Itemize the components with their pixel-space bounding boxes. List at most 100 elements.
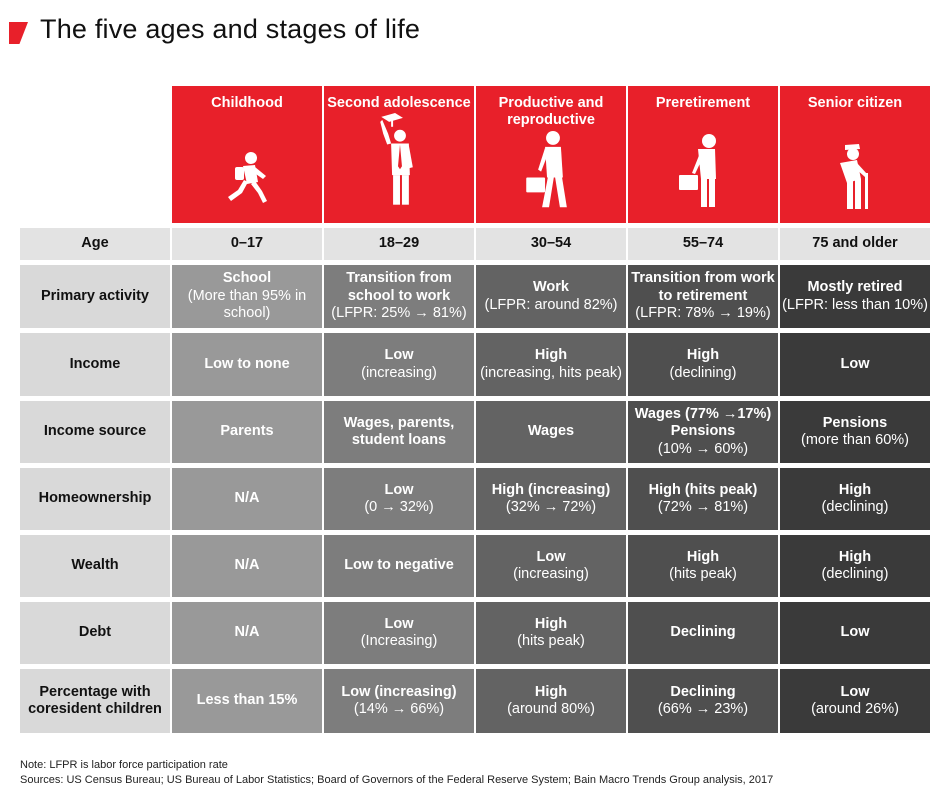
cell-sub-text: (32% → 72%) [505,499,597,515]
cell-sub-text: (declining) [669,364,737,381]
table-cell: Declining [626,602,778,664]
cell-sub-text: (hits peak) [517,633,585,649]
cell-main-text: N/A [234,557,260,574]
cell-sub-text: (LFPR: 78% → 19%) [635,305,771,322]
graduate-icon [380,113,413,206]
cell-main-text: Low [536,548,566,565]
table-cell: Less than 15% [170,669,322,733]
cell-sub-text: (declining) [821,499,889,515]
cell-sub-text: (more than 60%) [801,432,909,448]
cell-sub-text: (LFPR: less than 10%) [782,296,928,313]
cell-sub-text: (hits peak) [669,566,737,582]
cell-main-text: High (hits peak) [648,481,758,498]
cell-main-text: Transition from school to work [346,270,452,304]
row-label: Homeownership [20,468,170,530]
cell-main-text: High [838,548,872,565]
table-cell: Low (around 26%) [778,669,930,733]
cell-sub-text: (declining) [821,566,889,582]
table-cell: High (increasing) (32% → 72%) [474,468,626,530]
table-cell: N/A [170,468,322,530]
cell-main-text: Less than 15% [196,692,298,709]
stage-label: Preretirement [655,95,751,111]
cell-main-text: N/A [234,624,260,641]
cell-main-text: Wages (77% →17%) Pensions [634,405,772,440]
cell-sub-text: (increasing) [513,566,589,582]
table-cell: Wages [474,401,626,463]
table-row: Percentage with coresident children Less … [20,669,930,733]
table-row: Wealth N/A Low to negative Low (increasing) H… [20,535,930,597]
bain-logo-slash-icon [9,22,28,44]
cell-main-text: Low to none [204,355,290,372]
table-row: Income Low to none Low (increasing) High (inc… [20,333,930,396]
table-cell: Low (0 → 32%) [322,468,474,530]
cell-sub-text: (increasing, hits peak) [480,364,622,381]
table-cell: N/A [170,602,322,664]
table-cell: High (around 80%) [474,669,626,733]
table-cell: Low (Increasing) [322,602,474,664]
cell-sub-text: (increasing) [361,364,437,381]
cell-main-text: Transition from work to retirement [631,270,775,304]
cell-main-text: Low [840,355,870,372]
data-rows: Primary activity School (More than 95% in … [20,265,930,733]
stage-label: Childhood [211,95,283,111]
table-cell: Mostly retired (LFPR: less than 10%) [778,265,930,328]
table-cell: Low (increasing) [474,535,626,597]
age-value: 75 and older [778,228,930,260]
table-row: Income source Parents Wages, parents, stud… [20,401,930,463]
preretiree-briefcase-icon [679,134,716,207]
cell-main-text: High [686,347,720,364]
cell-sub-text: (More than 95% in school) [187,287,307,322]
cell-main-text: School [222,270,272,287]
worker-briefcase-icon [526,130,567,208]
table-cell: Low to negative [322,535,474,597]
cell-main-text: High (increasing) [491,481,611,498]
table-cell: Work (LFPR: around 82%) [474,265,626,328]
age-value: 0–17 [170,228,322,260]
cell-main-text: Low [840,624,870,641]
stage-header-preretirement: Preretirement [626,86,778,223]
cell-sub-text: (66% → 23%) [657,701,749,717]
sources-text: Sources: US Census Bureau; US Bureau of … [20,774,774,786]
cell-main-text: Low (increasing) [341,683,457,700]
table-cell: High (hits peak) [626,535,778,597]
cell-main-text: N/A [234,490,260,507]
cell-main-text: Low to negative [344,557,454,574]
header-corner [20,86,170,223]
life-stages-table: Childhood Second adolescence [20,86,930,733]
table-cell: Low (increasing) [322,333,474,396]
cell-sub-text: (10% → 60%) [657,440,749,457]
age-value: 30–54 [474,228,626,260]
table-cell: High (hits peak) (72% → 81%) [626,468,778,530]
cell-main-text: Declining [670,624,736,641]
table-cell: Low [778,602,930,664]
table-row: Homeownership N/A Low (0 → 32%) High (increa… [20,468,930,530]
stage-label: Senior citizen [807,95,903,111]
cell-main-text: High [534,347,568,364]
cell-main-text: Wages [527,423,575,440]
cell-main-text: Pensions [822,414,888,431]
cell-main-text: Low [384,347,414,364]
cell-main-text: High [686,548,720,565]
table-cell: Low to none [170,333,322,396]
cell-main-text: Low [384,615,414,632]
footnote: Note: LFPR is labor force participation … [20,758,773,788]
stage-header-productive: Productive and reproductive [474,86,626,223]
stage-label: Second adolescence [327,95,471,111]
table-cell: High (declining) [778,468,930,530]
table-row: Primary activity School (More than 95% in … [20,265,930,328]
senior-cane-icon [840,144,868,209]
cell-sub-text: (72% → 81%) [657,499,749,515]
table-cell: N/A [170,535,322,597]
stage-header-second-adolescence: Second adolescence [322,86,474,223]
row-label: Wealth [20,535,170,597]
cell-sub-text: (LFPR: around 82%) [484,296,618,313]
table-cell: High (declining) [778,535,930,597]
table-row: Debt N/A Low (Increasing) High (hits peak) Dec… [20,602,930,664]
stage-header-childhood: Childhood [170,86,322,223]
table-cell: Transition from school to work (LFPR: 25%… [322,265,474,328]
page-title: The five ages and stages of life [40,14,421,44]
cell-sub-text: (14% → 66%) [353,701,445,717]
cell-sub-text: (0 → 32%) [364,499,434,515]
row-label: Income source [20,401,170,463]
table-cell: Declining (66% → 23%) [626,669,778,733]
